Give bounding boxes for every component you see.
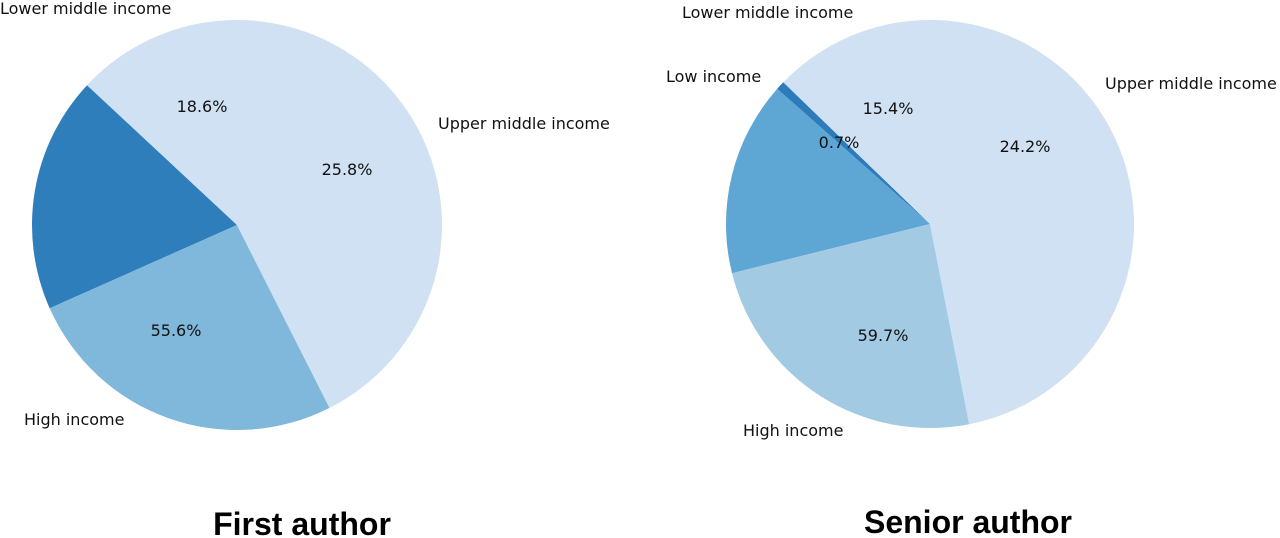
senior-author-title: Senior author (864, 504, 1072, 538)
first-author-slice-high-income (87, 19, 443, 408)
first-author-label-lower-middle-income: Lower middle income (0, 0, 171, 18)
senior-author-slice-upper-middle-income (732, 224, 970, 428)
senior-author-slice-low-income (777, 82, 930, 224)
first-author-slice-lower-middle-income (32, 85, 238, 309)
first-author-pct-upper-middle-income: 25.8% (322, 160, 373, 179)
senior-author-label-upper-middle-income: Upper middle income (1105, 74, 1277, 93)
first-author-label-high-income: High income (24, 410, 124, 429)
senior-author-slice-high-income (783, 20, 1134, 425)
senior-author-slice-lower-middle-income (725, 88, 930, 274)
first-author-label-upper-middle-income: Upper middle income (438, 114, 610, 133)
first-author-pie: Lower middle income 18.6% Upper middle inc… (0, 0, 610, 430)
first-author-pct-high-income: 55.6% (151, 321, 202, 340)
senior-author-pct-low-income: 0.7% (819, 133, 860, 152)
first-author-pct-lower-middle-income: 18.6% (177, 97, 228, 116)
senior-author-label-high-income: High income (743, 421, 843, 440)
first-author-slice-upper-middle-income (49, 225, 330, 430)
senior-author-label-low-income: Low income (666, 67, 761, 86)
senior-author-pie: Low income 0.7% Lower middle income 15.4% Up… (666, 3, 1277, 440)
senior-author-pct-lower-middle-income: 15.4% (863, 99, 914, 118)
senior-author-pct-upper-middle-income: 24.2% (1000, 137, 1051, 156)
first-author-title: First author (213, 506, 391, 538)
senior-author-label-lower-middle-income: Lower middle income (682, 3, 853, 22)
senior-author-pct-high-income: 59.7% (858, 326, 909, 345)
